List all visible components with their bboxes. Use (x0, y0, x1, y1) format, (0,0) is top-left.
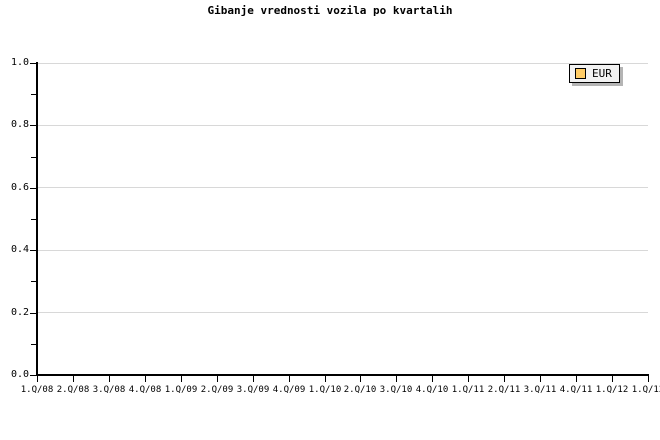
x-axis-tick-label: 3.Q/09 (236, 385, 270, 395)
gridline-y (37, 124, 648, 126)
x-axis-tick (325, 376, 326, 382)
x-axis-tick-label: 3.Q/08 (92, 385, 126, 395)
x-axis-tick-label: 1.Q/10 (308, 385, 342, 395)
y-axis-tick (30, 187, 36, 189)
y-axis-tick (30, 375, 36, 376)
x-axis-tick-label: 4.Q/08 (128, 385, 162, 395)
y-axis-minor-tick (31, 156, 36, 158)
legend-swatch-eur-icon (575, 68, 586, 79)
y-axis-tick-label-wrap: 0.4 (0, 245, 29, 255)
y-axis-tick-label: 0.6 (10, 181, 29, 193)
y-axis-tick-label: 1.0 (10, 57, 29, 68)
x-axis-tick-label: 1.Q/08 (20, 385, 54, 395)
gridline-y (37, 249, 648, 251)
x-axis-tick (145, 376, 146, 382)
y-axis-line (36, 62, 38, 376)
y-axis-minor-tick (31, 219, 36, 220)
x-axis-tick (468, 376, 469, 382)
x-axis-tick-label: 1.Q/12 (631, 385, 660, 395)
y-axis-tick-label-wrap: 0.0 (0, 370, 29, 380)
x-axis-tick (217, 376, 218, 382)
y-axis-tick-label-wrap: 1.0 (0, 58, 29, 68)
chart-legend: EUR (569, 64, 620, 83)
y-axis-minor-tick (31, 94, 36, 96)
x-axis-tick-label: 3.Q/11 (523, 385, 557, 395)
x-axis-tick (253, 376, 254, 382)
y-axis-minor-tick (31, 343, 36, 345)
x-axis-tick (648, 376, 649, 382)
y-axis-tick (30, 63, 36, 64)
y-axis-tick-label: 0.2 (10, 306, 29, 318)
x-axis-line (36, 374, 649, 376)
x-axis-tick-label: 3.Q/10 (379, 385, 413, 395)
gridline-y (37, 187, 648, 189)
x-axis-tick (576, 376, 577, 382)
y-axis-tick-label-wrap: 0.6 (0, 181, 29, 193)
y-axis-tick-label: 0.4 (10, 244, 29, 256)
x-axis-tick (37, 376, 38, 382)
gridline-y (37, 62, 648, 64)
x-axis-tick-label: 2.Q/11 (487, 385, 521, 395)
plot-area (37, 62, 648, 375)
x-axis-tick (396, 376, 397, 382)
x-axis-tick-label: 2.Q/09 (200, 385, 234, 395)
x-axis-tick (504, 376, 505, 382)
x-axis-tick (432, 376, 433, 382)
x-axis-tick (540, 376, 541, 382)
x-axis-tick (73, 376, 74, 382)
y-axis-tick-label: 0.8 (10, 119, 29, 131)
x-axis-tick (289, 376, 290, 382)
y-axis-tick-label: 0.0 (10, 369, 29, 380)
x-axis-tick-label: 1.Q/12 (595, 385, 629, 395)
x-axis-tick (612, 376, 613, 382)
x-axis-tick-label: 4.Q/10 (415, 385, 449, 395)
y-axis-tick (30, 250, 36, 252)
x-axis-tick (181, 376, 182, 382)
y-axis-minor-tick (31, 281, 36, 283)
legend-label-eur: EUR (592, 67, 612, 80)
x-axis-tick-label: 2.Q/10 (343, 385, 377, 395)
y-axis-tick (30, 125, 36, 127)
x-axis-tick (109, 376, 110, 382)
y-axis-tick (30, 312, 36, 314)
x-axis-tick-label: 4.Q/11 (559, 385, 593, 395)
x-axis-tick-label: 2.Q/08 (56, 385, 90, 395)
y-axis-tick-label-wrap: 0.2 (0, 306, 29, 318)
x-axis-tick-label: 1.Q/11 (451, 385, 485, 395)
gridline-y (37, 312, 648, 314)
x-axis-tick (360, 376, 361, 382)
chart-title: Gibanje vrednosti vozila po kvartalih (207, 4, 453, 17)
x-axis-tick-label: 4.Q/09 (272, 385, 306, 395)
y-axis-tick-label-wrap: 0.8 (0, 120, 29, 130)
x-axis-tick-label: 1.Q/09 (164, 385, 198, 395)
